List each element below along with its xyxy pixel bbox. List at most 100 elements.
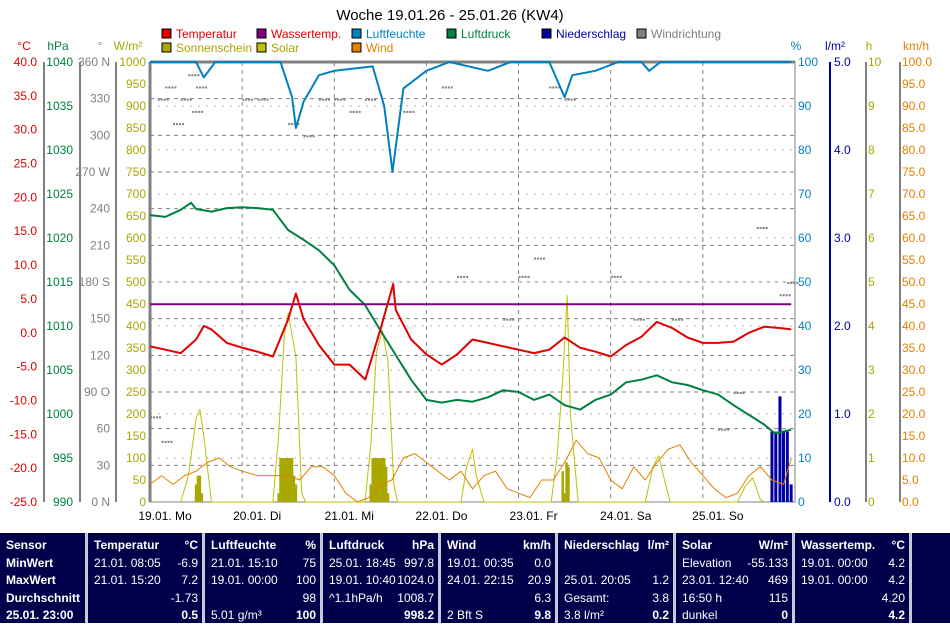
- cell-label: 19.01. 10:40: [329, 573, 396, 587]
- axis-tick-label-temp: 15.0: [14, 224, 38, 238]
- table-row: 19.01. 00:00 100: [211, 572, 316, 590]
- axis-tick-label-wind: 20.0: [902, 407, 926, 421]
- axis-tick-label-wind: 75.0: [902, 165, 926, 179]
- axis-tick-label-sunshine: 10: [868, 55, 882, 69]
- dot-wind-dir: [195, 110, 198, 113]
- axis-tick-label-wind: 60.0: [902, 231, 926, 245]
- axis-tick-label-humidity: 70: [798, 187, 812, 201]
- dot-wind-dir: [199, 86, 202, 89]
- bar-sunshine: [373, 458, 376, 502]
- axis-tick-label-sunshine: 0: [868, 495, 875, 509]
- dot-wind-dir: [447, 86, 450, 89]
- bar-sunshine: [375, 458, 378, 502]
- table-row: MinWert: [6, 555, 81, 573]
- dot-wind-dir: [512, 318, 515, 321]
- axis-tick-label-temp: 0.0: [20, 326, 37, 340]
- dot-wind-dir: [167, 440, 170, 443]
- statistics-table: Sensor MinWert MaxWert Durchschnitt 25.01. 2…: [0, 531, 950, 625]
- dot-wind-dir: [463, 275, 466, 278]
- dot-wind-dir: [733, 392, 736, 394]
- table-row: 19.01. 00:00 4.2: [801, 572, 905, 590]
- dot-wind-dir: [460, 275, 463, 278]
- axis-tick-label-wind: 40.0: [902, 319, 926, 333]
- dot-wind-dir: [403, 110, 406, 113]
- axis-tick-label-humidity: 50: [798, 275, 812, 289]
- axis-tick-label-wind: 25.0: [902, 385, 926, 399]
- dot-wind-dir: [303, 135, 306, 138]
- column-unit: W/m²: [758, 538, 788, 552]
- cell-value: 100: [295, 573, 316, 587]
- bar-sunshine: [386, 493, 390, 502]
- dot-wind-dir: [549, 86, 552, 89]
- dot-wind-dir: [198, 110, 201, 113]
- series-line-temperature: [149, 283, 792, 381]
- legend-label: Luftdruck: [461, 27, 511, 41]
- bar-sunshine: [561, 471, 564, 502]
- dot-wind-dir: [727, 428, 730, 431]
- cell-value: 3.8: [652, 590, 669, 605]
- table-column-wassertemp: Wassertemp. °C 19.01. 00:00 4.2 19.01. 00:00…: [795, 533, 912, 623]
- axis-tick-label-wind: 10.0: [902, 451, 926, 465]
- cell-label: 25.01. 23:00: [6, 608, 74, 622]
- axis-tick-label-solar: 100: [126, 451, 146, 465]
- legend-swatch: [161, 28, 172, 39]
- cell-label: Durchschnitt: [6, 590, 81, 605]
- series-line-humidity: [150, 61, 792, 173]
- dot-wind-dir: [739, 392, 742, 394]
- bar-sunshine: [384, 466, 388, 502]
- dot-wind-dir: [159, 416, 161, 419]
- cell-value: 998.2: [403, 608, 434, 622]
- column-header: Wassertemp. °C: [801, 537, 905, 555]
- bar-sunshine: [286, 458, 290, 502]
- table-column-temperatur: Temperatur °C 21.01. 08:05 -6.9 21.01. 15:20…: [88, 533, 205, 623]
- bar-sunshine: [277, 493, 280, 502]
- table-column-sensor: Sensor MinWert MaxWert Durchschnitt 25.01. 2…: [0, 533, 88, 623]
- axis-tick-label-humidity: 0: [798, 495, 805, 509]
- axis-tick-label-wind_dir: 210: [90, 238, 110, 252]
- axis-tick-label-wind: 50.0: [902, 275, 926, 289]
- cell-value: 0.5: [181, 608, 198, 622]
- cell-value: 4.2: [888, 573, 905, 587]
- dot-wind-dir: [257, 98, 260, 101]
- dot-wind-dir: [374, 98, 376, 101]
- table-row: -1.73: [94, 590, 198, 608]
- dot-wind-dir: [168, 86, 171, 89]
- axis-tick-label-temp: -5.0: [16, 360, 37, 374]
- axis-tick-label-humidity: 20: [798, 407, 812, 421]
- dot-wind-dir: [573, 98, 576, 101]
- dot-wind-dir: [765, 227, 768, 229]
- bar-sunshine: [377, 458, 380, 502]
- bar-rain: [770, 431, 774, 502]
- axis-tick-label-solar: 1000: [119, 55, 146, 69]
- axis-tick-label-temp: 35.0: [14, 89, 38, 103]
- table-row: 998.2: [329, 607, 434, 625]
- cell-value: 0: [781, 608, 788, 622]
- axis-tick-label-pressure: 990: [53, 495, 73, 509]
- dot-wind-dir: [524, 275, 527, 278]
- axis-tick-label-pressure: 1035: [46, 99, 73, 113]
- table-row: 19.01. 10:40 1024.0: [329, 572, 434, 590]
- dot-wind-dir: [197, 74, 200, 77]
- bar-rain: [774, 431, 778, 502]
- dot-wind-dir: [180, 98, 183, 101]
- series-line-pressure: [149, 201, 792, 435]
- axis-tick-label-sunshine: 8: [868, 143, 875, 157]
- axis-tick-label-solar: 700: [126, 187, 146, 201]
- dot-wind-dir: [186, 98, 189, 101]
- dot-wind-dir: [619, 275, 622, 278]
- dot-wind-dir: [675, 318, 678, 321]
- table-row: 2 Bft S 9.8: [447, 607, 551, 625]
- x-tick-label: 21.01. Mi: [325, 509, 374, 523]
- column-header: Luftdruck hPa: [329, 537, 434, 555]
- bar-sunshine: [294, 484, 298, 502]
- dot-wind-dir: [166, 98, 169, 101]
- axis-tick-label-rain: 3.0: [834, 231, 851, 245]
- axis-tick-label-temp: 40.0: [14, 55, 38, 69]
- axis-tick-label-wind: 35.0: [902, 341, 926, 355]
- axis-tick-label-temp: 10.0: [14, 258, 38, 272]
- axis-unit-sunshine: h: [866, 39, 873, 53]
- axis-tick-label-humidity: 30: [798, 363, 812, 377]
- column-unit: hPa: [411, 538, 434, 552]
- series-line-solar: [180, 295, 765, 503]
- cell-value: 4.2: [888, 555, 905, 570]
